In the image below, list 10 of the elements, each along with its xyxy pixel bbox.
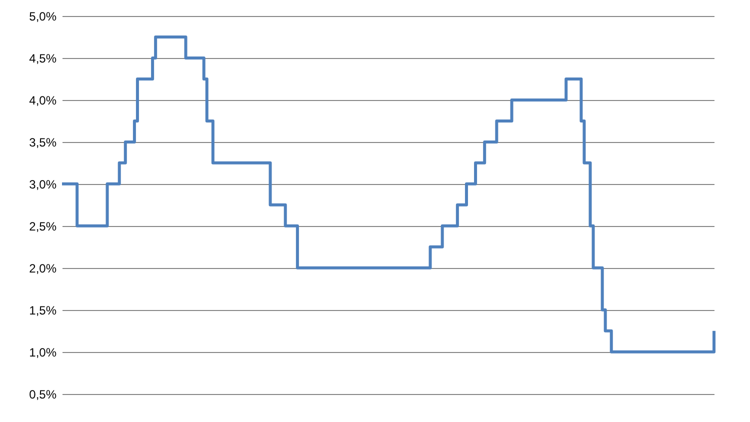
y-tick-label: 4,0% — [29, 93, 57, 108]
y-tick-label: 5,0% — [29, 10, 57, 24]
y-tick-label: 1,5% — [29, 303, 57, 318]
y-tick-label: 2,5% — [29, 219, 57, 234]
y-tick-label: 3,0% — [29, 177, 57, 192]
y-tick-label: 2,0% — [29, 261, 57, 276]
y-tick-label: 1,0% — [29, 345, 57, 360]
y-tick-label: 3,5% — [29, 135, 57, 150]
y-tick-label: 0,5% — [29, 387, 57, 402]
y-tick-label: 4,5% — [29, 51, 57, 66]
